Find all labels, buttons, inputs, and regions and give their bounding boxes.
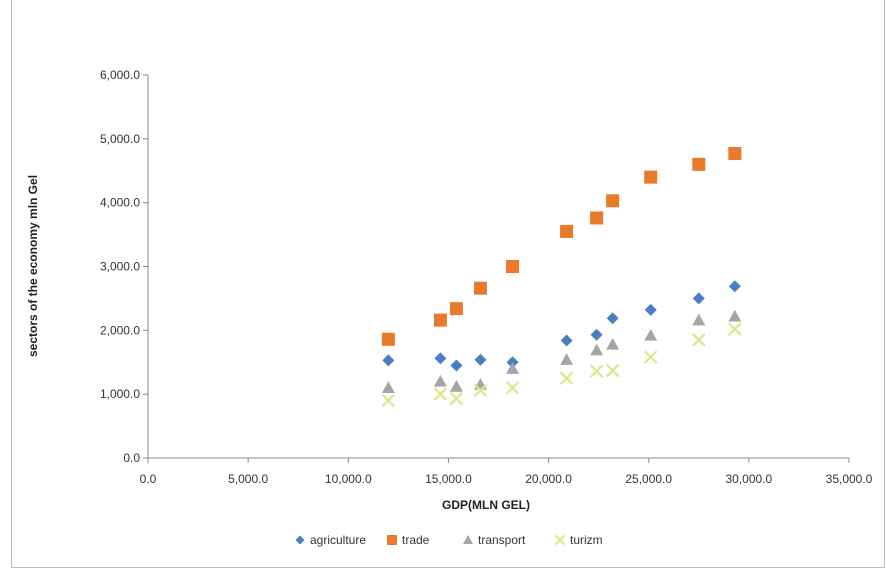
trade-point xyxy=(381,332,395,346)
x-axis-title: GDP(MLN GEL) xyxy=(442,498,530,512)
series-turizm xyxy=(381,322,742,408)
transport-point xyxy=(473,378,487,390)
legend: agriculture trade transport turizm xyxy=(295,533,603,547)
axes xyxy=(147,75,849,459)
y-tick-label: 5,000.0 xyxy=(100,132,140,146)
turizm-point xyxy=(449,391,464,406)
transport-point xyxy=(433,374,447,387)
agriculture-point xyxy=(590,328,603,341)
y-tick-label: 6,000.0 xyxy=(100,68,140,82)
turizm-point xyxy=(381,393,396,408)
trade-point xyxy=(728,147,742,161)
turizm-point xyxy=(433,387,448,401)
trade-point xyxy=(473,281,487,295)
legend-marker-trade xyxy=(387,535,397,545)
turizm-point xyxy=(605,363,620,378)
legend-marker-transport xyxy=(463,535,473,544)
legend-item-trade: trade xyxy=(387,533,430,547)
transport-point xyxy=(506,362,520,374)
transport-point xyxy=(590,343,604,356)
agriculture-point xyxy=(644,303,657,316)
x-tick-label: 15,000.0 xyxy=(425,472,472,486)
y-tick-label: 3,000.0 xyxy=(100,260,140,274)
y-tick-label: 4,000.0 xyxy=(100,196,140,210)
series-agriculture xyxy=(382,280,741,372)
turizm-point xyxy=(728,322,742,336)
legend-marker-turizm xyxy=(554,534,566,546)
turizm-point xyxy=(559,371,574,385)
transport-point xyxy=(692,313,706,326)
agriculture-point xyxy=(692,292,705,305)
chart-frame xyxy=(11,0,885,568)
y-tick-label: 1,000.0 xyxy=(100,387,140,401)
turizm-point xyxy=(473,383,488,398)
legend-item-turizm: turizm xyxy=(554,533,603,547)
legend-label-transport: transport xyxy=(478,533,526,547)
y-tick-label: 0.0 xyxy=(123,451,140,465)
y-tick-label: 2,000.0 xyxy=(100,323,140,337)
transport-point xyxy=(560,353,574,365)
agriculture-point xyxy=(450,359,463,372)
agriculture-point xyxy=(434,352,447,365)
turizm-point xyxy=(589,364,604,378)
legend-item-transport: transport xyxy=(463,533,526,547)
agriculture-point xyxy=(728,280,741,293)
agriculture-point xyxy=(474,353,487,366)
x-tick-label: 10,000.0 xyxy=(325,472,372,486)
legend-label-agriculture: agriculture xyxy=(310,533,366,547)
x-tick-label: 25,000.0 xyxy=(625,472,672,486)
legend-label-turizm: turizm xyxy=(570,533,603,547)
turizm-point xyxy=(643,350,658,364)
x-tick-label: 0.0 xyxy=(140,472,157,486)
legend-label-trade: trade xyxy=(402,533,430,547)
y-axis-title: sectors of the economy mln Gel xyxy=(26,175,40,357)
trade-point xyxy=(449,302,463,316)
trade-point xyxy=(644,170,658,184)
trade-point xyxy=(560,224,574,238)
x-tick-label: 5,000.0 xyxy=(228,472,268,486)
turizm-point xyxy=(505,381,520,395)
agriculture-point xyxy=(382,354,395,367)
trade-point xyxy=(692,157,706,171)
trade-point xyxy=(590,211,604,225)
transport-point xyxy=(449,380,463,392)
transport-point xyxy=(381,381,395,393)
x-tick-label: 35,000.0 xyxy=(826,472,873,486)
series-trade xyxy=(381,147,742,346)
y-tick-labels: 0.0 1,000.0 2,000.0 3,000.0 4,000.0 5,000.0 6,… xyxy=(100,68,148,465)
agriculture-point xyxy=(560,334,573,347)
transport-point xyxy=(728,309,742,322)
x-tick-label: 30,000.0 xyxy=(725,472,772,486)
x-tick-label: 20,000.0 xyxy=(525,472,572,486)
legend-item-agriculture: agriculture xyxy=(295,533,366,547)
trade-point xyxy=(506,260,520,273)
transport-point xyxy=(606,337,620,350)
x-tick-labels: 0.0 5,000.0 10,000.0 15,000.0 20,000.0 25,000… xyxy=(140,458,873,486)
data-points xyxy=(381,147,742,408)
legend-marker-agriculture xyxy=(295,535,305,545)
trade-point xyxy=(606,194,620,208)
turizm-point xyxy=(692,333,706,347)
agriculture-point xyxy=(606,312,619,325)
transport-point xyxy=(644,328,658,341)
trade-point xyxy=(433,313,447,327)
